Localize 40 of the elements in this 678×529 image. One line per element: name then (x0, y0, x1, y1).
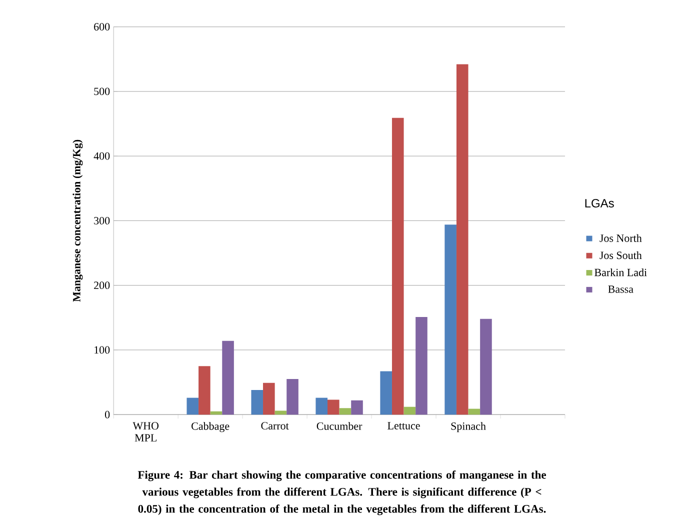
legend-label: Bassa (608, 286, 634, 293)
x-tick-label: Cabbage (192, 422, 230, 432)
x-tick-label: Carrot (261, 422, 289, 430)
bar (480, 318, 492, 415)
bar (380, 371, 392, 415)
bar (392, 118, 404, 415)
bar (316, 398, 328, 415)
bar (456, 64, 468, 415)
bar (444, 224, 456, 415)
bar (186, 398, 199, 415)
x-tick-label: Lettuce (388, 422, 420, 430)
legend-label: Jos North (600, 234, 642, 242)
bar (404, 406, 416, 415)
y-axis-title: Manganese concentration (mg/Kg) (72, 140, 83, 302)
bar (468, 408, 480, 415)
bar (416, 316, 428, 415)
y-tick-label: 500 (94, 88, 110, 96)
x-tick-label: Cucumber (316, 422, 362, 430)
legend-title: LGAs (585, 198, 614, 208)
bar (274, 410, 287, 415)
y-tick-label: 0 (104, 410, 110, 418)
x-tick-label: WHO MPL (132, 422, 159, 442)
bar (222, 340, 234, 415)
y-tick-label: 100 (94, 346, 110, 354)
y-tick-label: 600 (94, 23, 110, 31)
bar (351, 400, 363, 415)
bar (210, 411, 222, 415)
bar (198, 366, 210, 415)
legend-label: Jos South (600, 251, 642, 260)
x-tick-label: Spinach (451, 422, 486, 432)
caption: Figure 4: Bar chart showing the comparative concentrations of manganese in the various vegetables from the different LGAs. There is significant difference (P < 0.05) in the concentration of the metal in the vegetables from the different LGAs. (138, 470, 546, 516)
legend-label: Barkin Ladi (594, 268, 647, 276)
y-tick-label: 400 (94, 152, 110, 160)
y-tick-label: 300 (94, 216, 110, 224)
y-tick-label: 200 (94, 282, 110, 290)
bar (286, 379, 298, 415)
bar (339, 408, 352, 415)
bar (328, 400, 340, 415)
bar (251, 390, 264, 415)
bar (263, 382, 275, 415)
